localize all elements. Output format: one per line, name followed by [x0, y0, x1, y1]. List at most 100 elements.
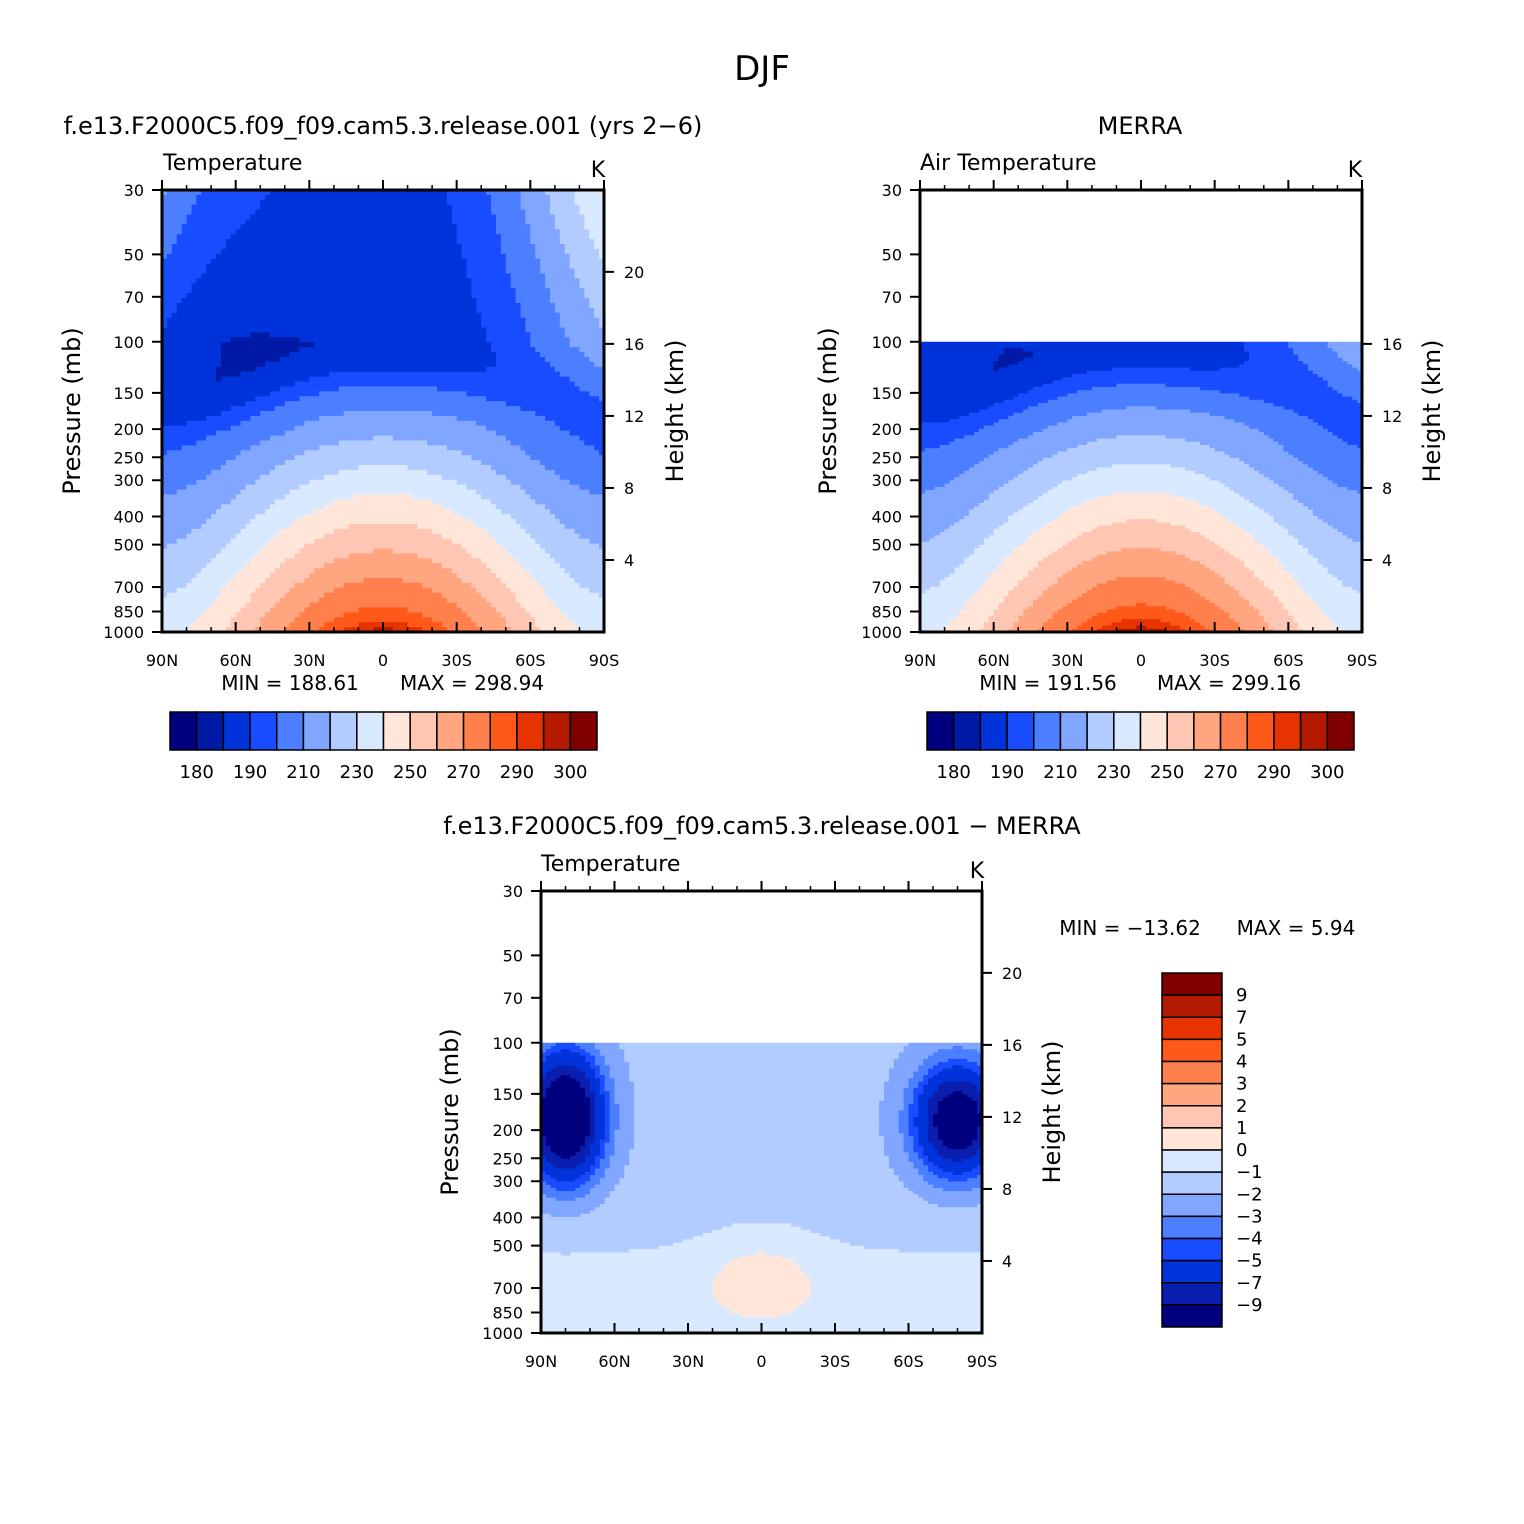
model-contour-cell [176, 489, 242, 496]
model-contour-cell [461, 577, 502, 584]
diff-contour-cell [913, 1116, 929, 1121]
obs-contour-cell [1327, 567, 1362, 572]
model-contour-cell [481, 460, 541, 466]
model-contour-cell [162, 356, 222, 363]
diff-contour-cell [717, 1297, 807, 1302]
model-contour-cell [230, 499, 276, 505]
diff-contour-cell [594, 1045, 620, 1050]
model-contour-cell [545, 283, 581, 289]
diff-contour-cell [913, 1123, 929, 1128]
diff-contour-cell [923, 1197, 982, 1202]
model-contour-cell [476, 523, 522, 530]
diff-contour-cell [790, 1223, 982, 1228]
obs-contour-cell [920, 374, 1073, 378]
model-contour-cell [525, 450, 600, 456]
obs-contour-cell [959, 519, 1009, 523]
model-contour-cell [589, 391, 604, 397]
obs-contour-cell [920, 554, 970, 559]
diff-contour-cell [590, 1113, 596, 1118]
obs-contour-cell [924, 448, 1000, 452]
obs-contour-cell [920, 351, 1005, 356]
obs-contour-cell [1047, 619, 1088, 623]
panel-obs: MERRA Air Temperature K 90N 60N 30N 0 30S 60S… [814, 112, 1446, 783]
obs-contour-cell [1190, 586, 1235, 591]
obs-contour-cell [1234, 619, 1265, 623]
model-contour-cell [599, 592, 604, 599]
diff-contour-cell [545, 1158, 586, 1163]
model-contour-cell [432, 617, 472, 623]
diff-contour-cell [594, 1055, 606, 1060]
model-contour-cell [162, 563, 207, 569]
model-contour-cell [451, 509, 502, 515]
obs-contour-cell [1244, 361, 1304, 365]
obs-contour-cell [1249, 532, 1289, 536]
model-contour-cell [289, 523, 350, 530]
diff-contour-cell [541, 1242, 674, 1247]
diff-contour-cell [570, 1049, 586, 1054]
model-contour-cell [486, 366, 556, 373]
diff-contour-cell [908, 1155, 919, 1160]
model-contour-cell [162, 420, 188, 427]
model-contour-cell [505, 548, 546, 555]
obs-contour-cell [1199, 593, 1240, 598]
diff-contour-cell [937, 1104, 978, 1108]
obs-contour-cell [978, 586, 1014, 591]
obs-contour-cell [1352, 396, 1362, 401]
model-contour-cell [554, 420, 604, 427]
model-contour-cell [206, 263, 468, 270]
model-contour-cell [579, 283, 604, 289]
model-contour-cell [569, 253, 600, 260]
model-contour-cell [201, 612, 237, 618]
diff-contour-cell [541, 1162, 552, 1166]
diff-contour-cell [903, 1097, 914, 1102]
obs-contour-cell [1283, 448, 1362, 452]
obs-contour-cell [1278, 483, 1339, 488]
model-contour-cell [540, 582, 581, 589]
model-contour-cell [162, 361, 222, 368]
obs-colorbar-swatch [1166, 711, 1195, 751]
model-contour-cell [486, 327, 527, 334]
diff-contour-cell [541, 1313, 743, 1318]
obs-contour-cell [920, 567, 955, 572]
model-contour-cell [569, 573, 604, 579]
diff-contour-cell [541, 1287, 714, 1292]
model-contour-cell [510, 283, 546, 289]
diff-contour-cell [629, 1062, 895, 1066]
diff-contour-cell [923, 1162, 934, 1166]
model-contour-cell [162, 465, 222, 471]
diff-contour-cell [918, 1094, 934, 1099]
diff-contour-cell [879, 1133, 905, 1137]
obs-contour-cell [944, 577, 990, 581]
obs-contour-cell [1332, 525, 1362, 530]
model-contour-cell [510, 587, 546, 594]
diff-contour-cell [604, 1123, 611, 1128]
diff-contour-cell [962, 1158, 982, 1163]
obs-contours [920, 341, 1362, 632]
diff-contour-cell [918, 1168, 929, 1173]
diff-contour-cell [614, 1091, 635, 1095]
model-contour-cell [162, 298, 183, 304]
diff-contour-cell [937, 1100, 978, 1105]
obs-contour-cell [1273, 515, 1319, 520]
model-colorbar-label: 250 [393, 762, 427, 783]
diff-contour-cell [947, 1094, 968, 1099]
diff-contour-cell [634, 1110, 880, 1115]
model-units: K [591, 158, 606, 183]
obs-contour-cell [1249, 396, 1353, 401]
diff-contour-cell [923, 1078, 929, 1083]
obs-contour-cell [920, 535, 936, 540]
diff-colorbar-label: 7 [1236, 1007, 1247, 1028]
obs-contour-cell [1253, 503, 1304, 507]
model-contour-cell [481, 322, 527, 329]
obs-contour-cell [964, 606, 1000, 611]
obs-contour-cell [1003, 399, 1049, 404]
diff-contour-cell [580, 1052, 591, 1057]
obs-colorbar-swatch [1246, 711, 1275, 751]
obs-min-label: MIN = 191.56 [979, 671, 1117, 695]
model-contour-cell [574, 622, 604, 628]
diff-contour-cell [541, 1307, 728, 1312]
diff-contour-cell [741, 1255, 782, 1260]
diff-contour-cell [634, 1081, 885, 1086]
diff-contour-cell [634, 1094, 885, 1099]
model-ytick-label: 30 [124, 181, 144, 200]
